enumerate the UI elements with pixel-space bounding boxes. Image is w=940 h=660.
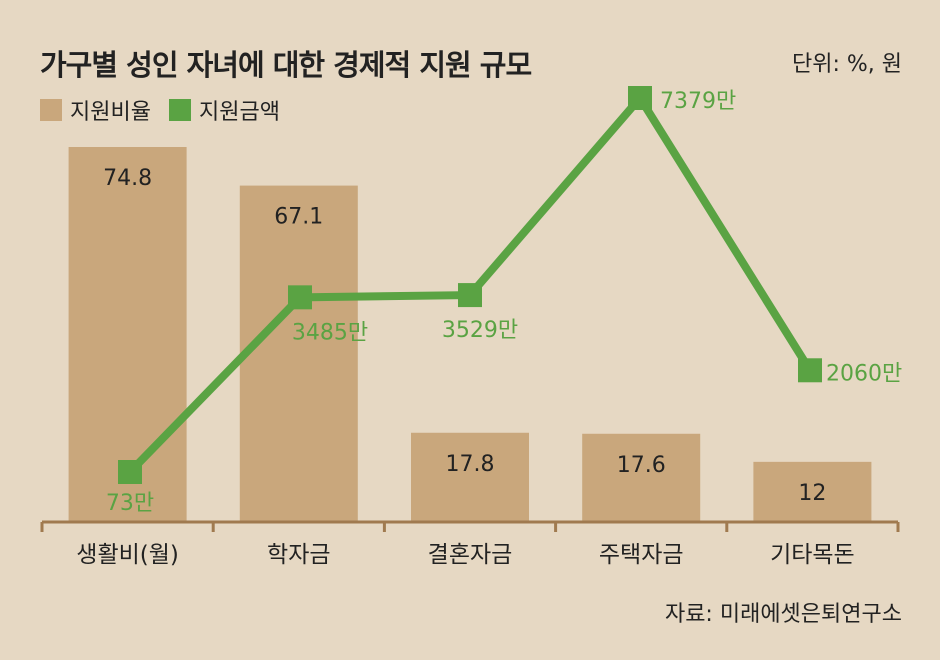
line-value-label-3: 7379만	[660, 89, 736, 114]
bar-2	[411, 432, 529, 522]
legend: 지원비율 지원금액	[40, 94, 298, 126]
chart-title: 가구별 성인 자녀에 대한 경제적 지원 규모	[40, 48, 532, 82]
legend-swatch-line	[168, 99, 191, 121]
line-marker-2	[458, 283, 482, 308]
line-value-label-1: 3485만	[292, 320, 368, 345]
bar-value-label-1: 67.1	[274, 205, 323, 230]
legend-label-line: 지원금액	[198, 100, 280, 125]
bar-3	[582, 433, 701, 522]
legend-swatch-bar	[40, 99, 62, 121]
bar-value-label-0: 74.8	[103, 166, 152, 191]
legend-item-line: 지원금액	[168, 94, 280, 126]
bar-0	[68, 147, 187, 522]
line-marker-1	[288, 285, 312, 310]
bar-1	[239, 185, 358, 522]
bar-4	[753, 461, 872, 522]
line-marker-0	[118, 460, 142, 484]
line-value-label-2: 3529만	[442, 318, 518, 343]
x-tick-label-4: 기타목돈	[770, 542, 855, 568]
bar-value-label-2: 17.8	[446, 452, 495, 477]
x-tick-label-1: 학자금	[267, 542, 330, 568]
legend-label-bar: 지원비율	[70, 100, 151, 125]
line-value-label-4: 2060만	[826, 361, 902, 386]
line-marker-3	[628, 86, 652, 110]
legend-item-bar: 지원비율	[40, 94, 151, 126]
line-value-label-0: 73만	[106, 491, 154, 516]
x-tick-label-3: 주택자금	[599, 542, 684, 568]
x-tick-label-2: 결혼자금	[428, 542, 513, 568]
bar-value-label-4: 12	[798, 481, 826, 506]
unit-label: 단위: %, 원	[791, 52, 902, 77]
line-marker-4	[798, 358, 822, 383]
source-note: 자료: 미래에셋은퇴연구소	[664, 602, 902, 627]
x-tick-label-0: 생활비(월)	[76, 542, 179, 568]
bar-value-label-3: 17.6	[617, 453, 666, 478]
